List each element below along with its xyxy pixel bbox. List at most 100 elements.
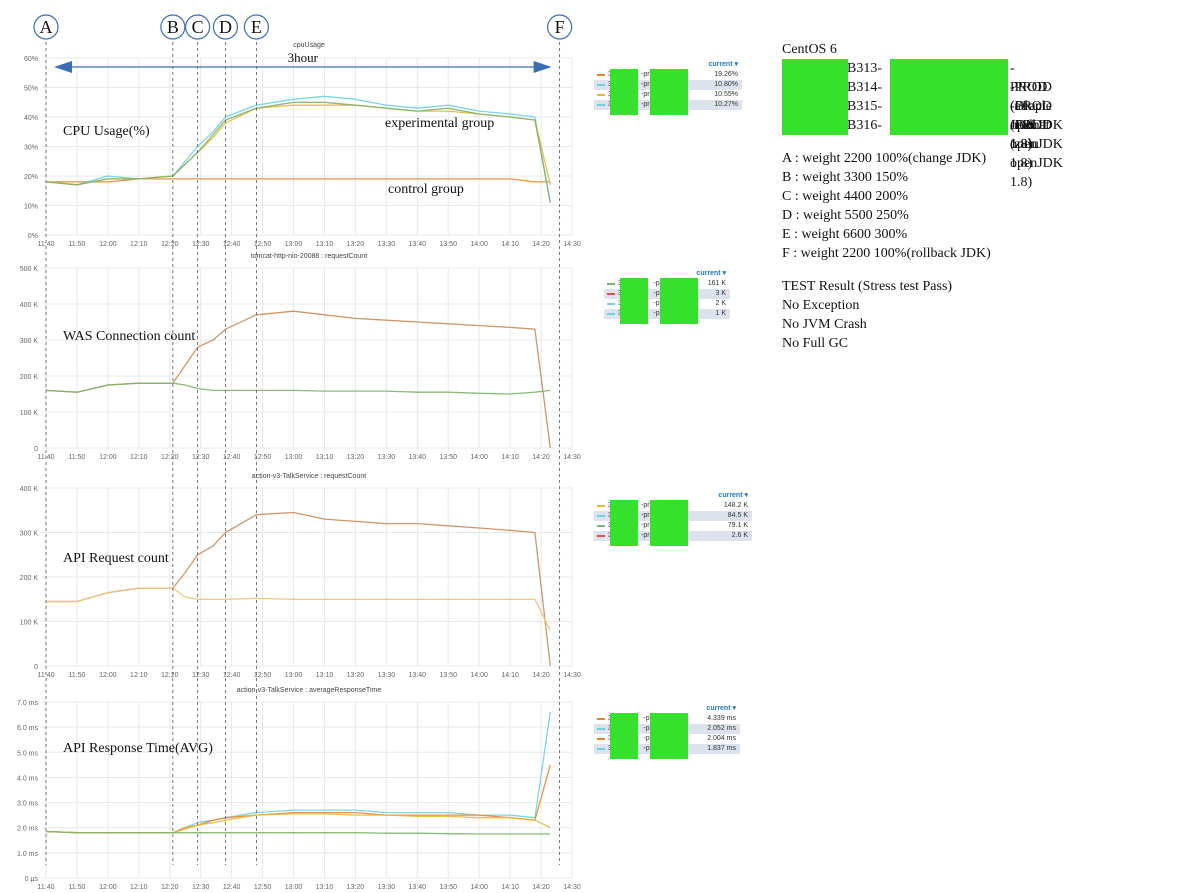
y-tick-label: 7.0 ms — [17, 700, 39, 707]
legend-header[interactable]: current ▾ — [718, 492, 748, 499]
x-tick-label: 11:50 — [68, 454, 85, 461]
x-tick-label: 13:50 — [439, 454, 457, 461]
chart-title: cpuUsage — [293, 42, 325, 49]
x-tick-label: 14:00 — [470, 672, 488, 679]
legend-value: 10.80% — [714, 81, 738, 88]
x-tick-label: 14:10 — [501, 241, 519, 248]
x-tick-label: 13:10 — [316, 241, 334, 248]
legend-2: current ▾313- -prod161 K314- -prod3 K315… — [604, 268, 730, 324]
redaction-block — [890, 59, 1008, 135]
x-tick-label: 12:50 — [254, 454, 272, 461]
x-tick-label: 14:30 — [563, 672, 581, 679]
chart-overlay-label: API Request count — [63, 551, 169, 566]
x-tick-label: 12:30 — [192, 241, 210, 248]
legend-header[interactable]: current ▾ — [696, 270, 726, 277]
y-tick-label: 30% — [24, 145, 38, 152]
x-tick-label: 12:20 — [161, 884, 179, 891]
marker-circle-B — [160, 14, 186, 40]
x-tick-label: 12:00 — [99, 241, 117, 248]
step-item: A : weight 2200 100%(change JDK) — [782, 151, 987, 166]
y-tick-label: 0 — [34, 664, 38, 671]
host-row: B316- -PROD (zulu openJDK 1.8) — [782, 116, 1063, 190]
marker-circle-C — [185, 14, 211, 40]
legend-value: 84.5 K — [727, 512, 748, 519]
x-tick-label: 13:30 — [378, 672, 396, 679]
y-tick-label: 20% — [24, 174, 38, 181]
y-tick-label: 200 K — [20, 374, 39, 381]
legend-header[interactable]: current ▾ — [706, 705, 736, 712]
x-tick-label: 12:40 — [223, 454, 241, 461]
step-item: E : weight 6600 300% — [782, 227, 908, 242]
series-line-2 — [45, 95, 551, 203]
legend-swatch — [597, 94, 605, 96]
y-tick-label: 300 K — [20, 531, 39, 538]
x-tick-label: 13:30 — [378, 884, 396, 891]
y-tick-label: 5.0 ms — [17, 750, 39, 757]
x-tick-label: 12:20 — [161, 454, 179, 461]
legend-swatch — [597, 104, 605, 106]
marker-letter-F: F — [555, 17, 565, 37]
legend-value: 2 K — [715, 300, 726, 307]
x-tick-label: 14:00 — [470, 454, 488, 461]
duration-arrow-left — [54, 61, 72, 73]
y-tick-label: 0% — [28, 233, 38, 240]
host-suffix: -PROD (Oracle JDK 1.8) — [1010, 61, 1052, 152]
marker-letter-E: E — [251, 17, 262, 37]
x-tick-label: 12:20 — [161, 672, 179, 679]
x-tick-label: 12:40 — [223, 884, 241, 891]
y-tick-label: 0 μs — [25, 876, 39, 883]
host-row: B314- -PROD (adopt openJDK 1.8) — [782, 78, 1063, 152]
x-tick-label: 12:40 — [223, 672, 241, 679]
legend-swatch — [597, 515, 605, 517]
x-tick-label: 11:50 — [68, 241, 85, 248]
x-tick-label: 12:50 — [254, 884, 272, 891]
x-tick-label: 12:00 — [99, 672, 117, 679]
series-line-1 — [46, 511, 551, 667]
x-tick-label: 12:20 — [161, 241, 179, 248]
host-prefix: B315- — [847, 99, 882, 114]
marker-circle-D — [212, 14, 239, 40]
redaction-block — [610, 713, 638, 759]
legend-swatch — [597, 718, 605, 720]
x-tick-label: 13:50 — [439, 672, 457, 679]
legend-value: 1 K — [715, 310, 726, 317]
legend-4: current ▾314- -prod4.339 ms316- -prod2.0… — [594, 703, 740, 759]
legend-swatch — [597, 748, 605, 750]
redaction-block — [650, 69, 688, 115]
y-tick-label: 0 — [34, 446, 38, 453]
x-tick-label: 14:00 — [470, 884, 488, 891]
x-tick-label: 12:50 — [254, 241, 272, 248]
legend-value: 10.27% — [714, 101, 738, 108]
y-tick-label: 40% — [24, 115, 38, 122]
x-tick-label: 12:30 — [192, 454, 210, 461]
host-suffix: -PROD (zulu openJDK 1.8) — [1010, 118, 1063, 190]
x-tick-label: 13:00 — [285, 454, 303, 461]
x-tick-label: 13:30 — [378, 454, 396, 461]
series-line-2 — [45, 382, 551, 395]
x-tick-label: 13:50 — [439, 241, 457, 248]
step-item: F : weight 2200 100%(rollback JDK) — [782, 246, 991, 261]
x-tick-label: 12:50 — [254, 672, 272, 679]
chart-title: action-v3-TalkService : averageResponseT… — [237, 687, 382, 694]
legend-header[interactable]: current ▾ — [708, 61, 738, 68]
chart-overlay-label: WAS Connection count — [63, 329, 195, 344]
x-tick-label: 13:10 — [316, 884, 334, 891]
host-list: B313- -PROD (Oracle JDK 1.8) B314- -PROD (a… — [782, 59, 1063, 190]
result-item: No Exception — [782, 298, 860, 313]
marker-letter-D: D — [219, 17, 232, 37]
x-tick-label: 11:40 — [38, 672, 55, 679]
series-line-3 — [45, 813, 551, 834]
step-list: A : weight 2200 100%(change JDK) B : weig… — [782, 149, 991, 263]
host-row: B315- -PROD (redhat openJDK 1.8) — [782, 97, 1063, 171]
marker-circle-F — [547, 14, 573, 40]
series-line-2 — [45, 764, 551, 834]
series-line-4 — [45, 101, 551, 203]
x-tick-label: 12:10 — [130, 454, 148, 461]
marker-circle-E — [243, 14, 269, 40]
x-tick-label: 11:40 — [38, 884, 55, 891]
x-tick-label: 13:20 — [347, 884, 365, 891]
y-tick-label: 6.0 ms — [17, 725, 39, 732]
host-prefix: B314- — [847, 80, 882, 95]
host-prefix: B316- — [847, 118, 882, 133]
legend-swatch — [607, 283, 615, 285]
